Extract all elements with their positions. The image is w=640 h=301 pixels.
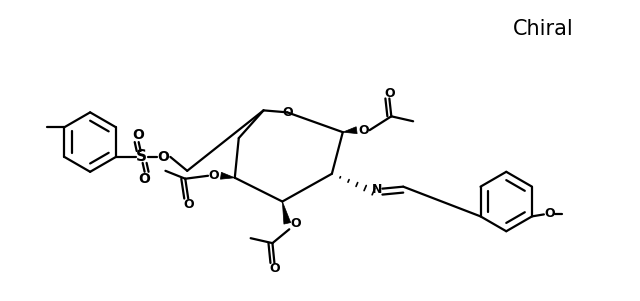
Text: O: O <box>209 169 220 182</box>
Text: O: O <box>282 106 292 119</box>
Text: O: O <box>183 198 193 211</box>
Text: O: O <box>139 172 150 186</box>
Polygon shape <box>343 127 357 134</box>
Text: O: O <box>157 150 170 164</box>
Polygon shape <box>282 202 291 224</box>
Text: O: O <box>290 217 301 230</box>
Text: O: O <box>132 128 145 142</box>
Text: N: N <box>372 183 383 196</box>
Text: S: S <box>136 149 147 164</box>
Text: O: O <box>384 87 395 100</box>
Text: Chiral: Chiral <box>513 19 573 39</box>
Polygon shape <box>220 172 235 179</box>
Text: O: O <box>269 262 280 275</box>
Text: O: O <box>358 124 369 137</box>
Text: O: O <box>545 207 555 220</box>
